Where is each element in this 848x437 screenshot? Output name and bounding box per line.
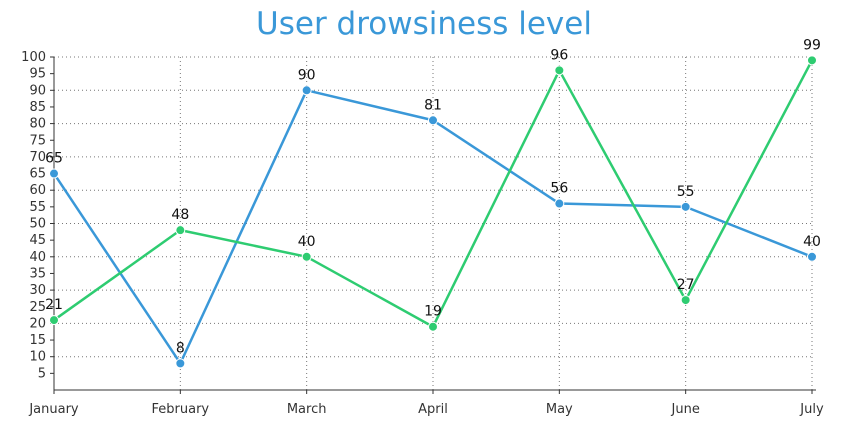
x-tick-label: March	[287, 402, 327, 417]
data-point	[554, 65, 565, 76]
x-tick-label: April	[418, 402, 448, 417]
x-tick-label: May	[546, 402, 573, 417]
y-tick-label: 60	[29, 183, 46, 198]
x-tick-label: January	[28, 402, 79, 417]
data-labels: 65 8 90 81 56 55 40 21 48 40 19 96 27 99	[45, 37, 821, 356]
data-point	[301, 251, 312, 262]
data-label: 96	[550, 47, 568, 63]
data-label: 55	[677, 184, 695, 200]
data-point	[49, 168, 59, 179]
chart-title: User drowsiness level	[256, 6, 592, 42]
data-label: 56	[550, 181, 568, 197]
data-point	[428, 115, 438, 126]
data-label: 40	[803, 234, 821, 250]
data-label: 8	[176, 340, 185, 356]
data-label: 48	[171, 207, 189, 223]
y-tick-label: 75	[29, 133, 46, 148]
y-tick-label: 20	[29, 316, 46, 331]
y-tick-label: 40	[29, 250, 46, 265]
x-tick-label: July	[799, 402, 824, 417]
y-tick-label: 70	[29, 150, 46, 165]
y-tick-label: 95	[29, 67, 46, 82]
y-tick-label: 25	[29, 300, 46, 315]
y-tick-label: 90	[29, 83, 46, 98]
data-point	[49, 315, 59, 326]
y-tick-label: 5	[38, 366, 46, 381]
data-point	[680, 295, 691, 306]
series	[49, 55, 817, 369]
y-tick-label: 80	[29, 117, 46, 132]
y-tick-label: 55	[29, 200, 46, 215]
data-point	[680, 201, 691, 212]
y-tick-label: 100	[21, 50, 46, 65]
data-point	[554, 198, 565, 209]
data-label: 81	[424, 97, 442, 113]
data-point	[807, 55, 817, 66]
data-point	[175, 225, 186, 236]
data-point	[428, 321, 438, 332]
data-label: 99	[803, 37, 821, 53]
data-label: 19	[424, 304, 442, 320]
y-tick-label: 30	[29, 283, 46, 298]
data-point	[807, 251, 817, 262]
y-tick-label: 45	[29, 233, 46, 248]
y-tick-label: 85	[29, 100, 46, 115]
x-tick-label: June	[671, 402, 700, 417]
y-tick-label: 15	[29, 333, 46, 348]
data-point	[175, 358, 186, 369]
y-tick-label: 65	[29, 167, 46, 182]
data-label: 65	[45, 151, 63, 167]
y-tick-label: 35	[29, 266, 46, 281]
data-label: 27	[677, 277, 695, 293]
data-label: 21	[45, 297, 63, 313]
data-point	[301, 85, 312, 96]
data-label: 40	[298, 234, 316, 250]
axes: 5101520253035404550556065707580859095100…	[21, 50, 824, 417]
x-tick-label: February	[152, 402, 210, 417]
y-tick-label: 10	[29, 350, 46, 365]
y-tick-label: 50	[29, 217, 46, 232]
data-label: 90	[298, 67, 316, 83]
